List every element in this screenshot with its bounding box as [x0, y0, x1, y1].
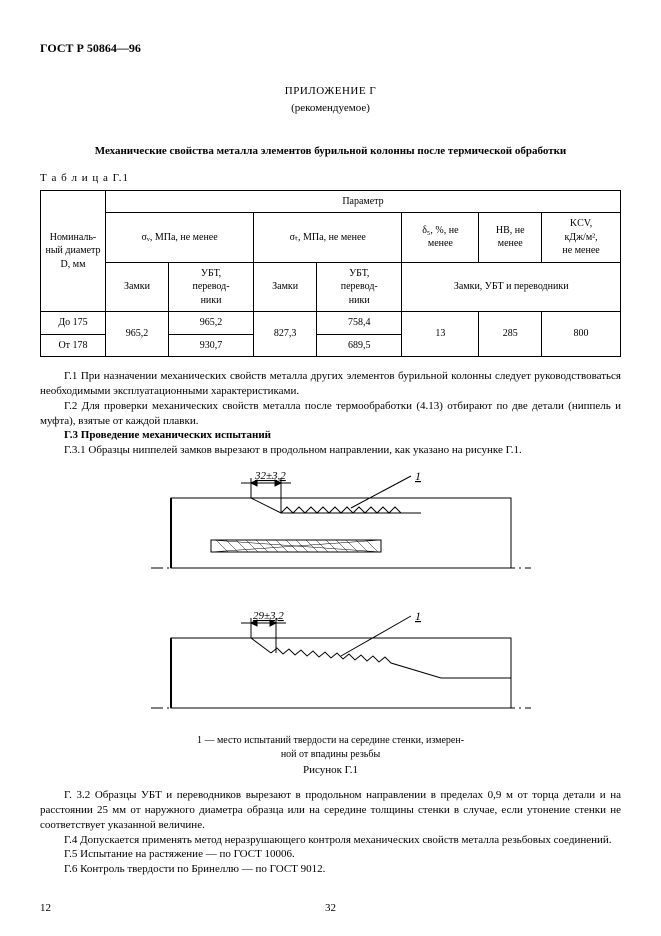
table-label: Т а б л и ц а Г.1: [40, 171, 621, 186]
cell-delta: 13: [402, 312, 479, 357]
col-nominal: Номиналь- ный диаметр D, мм: [41, 190, 106, 312]
sub-merged: Замки, УБТ и переводники: [402, 262, 621, 312]
properties-table: Номиналь- ный диаметр D, мм Параметр σᵥ,…: [40, 190, 621, 358]
para-g6: Г.6 Контроль твердости по Бринеллю — по …: [40, 862, 621, 877]
para-g3: Г.3 Проведение механических испытаний: [40, 428, 621, 443]
sub-ubt-1: УБТ, перевод- ники: [168, 262, 253, 312]
col-delta: δ₅, %, не менее: [402, 213, 479, 263]
dim-1: 32±3,2: [254, 470, 286, 482]
para-g2: Г.2 Для проверки механических свойств ме…: [40, 399, 621, 429]
cell-stu: 689,5: [317, 334, 402, 357]
figure-g1: 32±3,2 1 29±3,2 1: [121, 468, 541, 728]
pointer-2: 1: [415, 609, 421, 623]
col-kcv: KCV, кДж/м², не менее: [542, 213, 621, 263]
para-g32: Г. 3.2 Образцы УБТ и переводников выреза…: [40, 788, 621, 833]
cell-d: От 178: [41, 334, 106, 357]
cell-stz: 827,3: [254, 312, 317, 357]
cell-d: До 175: [41, 312, 106, 335]
cell-hb: 285: [479, 312, 542, 357]
page-number-center: 32: [325, 901, 336, 916]
col-hb: HB, не менее: [479, 213, 542, 263]
cell-kcv: 800: [542, 312, 621, 357]
col-param-header: Параметр: [106, 190, 621, 213]
para-g4: Г.4 Допускается применять метод неразруш…: [40, 833, 621, 848]
pointer-1: 1: [415, 469, 421, 483]
section-title: Механические свойства металла элементов …: [40, 144, 621, 159]
para-g31: Г.3.1 Образцы ниппелей замков вырезают в…: [40, 443, 621, 458]
cell-svz: 965,2: [106, 312, 169, 357]
cell-stu: 758,4: [317, 312, 402, 335]
col-sigma-v: σᵥ, МПа, не менее: [106, 213, 254, 263]
sub-ubt-2: УБТ, перевод- ники: [317, 262, 402, 312]
sub-zamki-2: Замки: [254, 262, 317, 312]
para-g1: Г.1 При назначении механических свойств …: [40, 369, 621, 399]
cell-svu: 965,2: [168, 312, 253, 335]
page-number-left: 12: [40, 901, 51, 916]
figure-label: Рисунок Г.1: [40, 763, 621, 778]
sub-zamki-1: Замки: [106, 262, 169, 312]
table-row: До 175 965,2 965,2 827,3 758,4 13 285 80…: [41, 312, 621, 335]
col-sigma-t: σₜ, МПа, не менее: [254, 213, 402, 263]
document-id: ГОСТ Р 50864—96: [40, 40, 621, 56]
appendix-title: ПРИЛОЖЕНИЕ Г: [40, 84, 621, 99]
dim-2: 29±3,2: [253, 610, 284, 622]
cell-svu: 930,7: [168, 334, 253, 357]
figure-caption: 1 — место испытаний твердости на середин…: [40, 734, 621, 761]
para-g5: Г.5 Испытание на растяжение — по ГОСТ 10…: [40, 847, 621, 862]
appendix-subtitle: (рекомендуемое): [40, 101, 621, 116]
